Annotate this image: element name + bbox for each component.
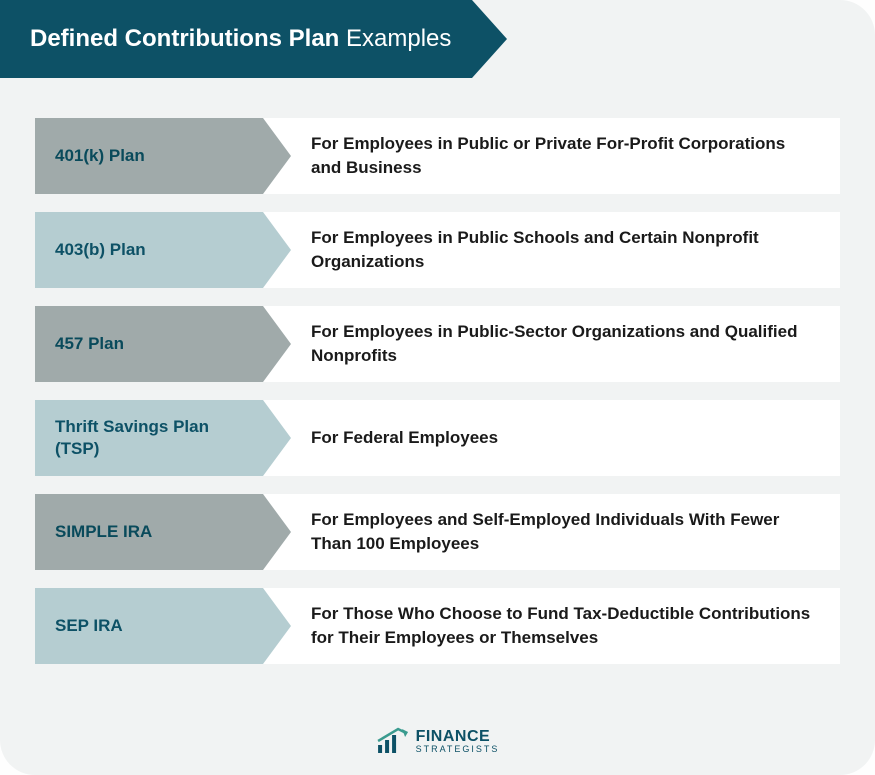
item-row: SEP IRA For Those Who Choose to Fund Tax… xyxy=(35,588,840,664)
infographic-container: Defined Contributions Plan Examples 401(… xyxy=(0,0,875,775)
item-label-457: 457 Plan xyxy=(35,306,263,382)
footer-logo: FINANCE STRATEGISTS xyxy=(376,727,500,755)
item-row: 403(b) Plan For Employees in Public Scho… xyxy=(35,212,840,288)
item-row: 401(k) Plan For Employees in Public or P… xyxy=(35,118,840,194)
item-desc: For Employees in Public or Private For-P… xyxy=(263,118,840,194)
item-row: SIMPLE IRA For Employees and Self-Employ… xyxy=(35,494,840,570)
brand-icon xyxy=(376,727,408,755)
item-label-sep-ira: SEP IRA xyxy=(35,588,263,664)
brand-sub: STRATEGISTS xyxy=(416,745,500,754)
brand-text: FINANCE STRATEGISTS xyxy=(416,729,500,754)
header-title: Defined Contributions Plan Examples xyxy=(30,25,451,53)
item-label-simple-ira: SIMPLE IRA xyxy=(35,494,263,570)
item-desc: For Employees and Self-Employed Individu… xyxy=(263,494,840,570)
header-banner: Defined Contributions Plan Examples xyxy=(0,0,472,78)
item-desc: For Employees in Public-Sector Organizat… xyxy=(263,306,840,382)
title-bold: Defined Contributions Plan xyxy=(30,25,339,52)
item-desc: For Those Who Choose to Fund Tax-Deducti… xyxy=(263,588,840,664)
items-container: 401(k) Plan For Employees in Public or P… xyxy=(0,78,875,702)
title-light: Examples xyxy=(346,25,451,52)
brand-main: FINANCE xyxy=(416,729,500,745)
item-row: Thrift Savings Plan (TSP) For Federal Em… xyxy=(35,400,840,476)
item-desc: For Employees in Public Schools and Cert… xyxy=(263,212,840,288)
item-desc: For Federal Employees xyxy=(263,400,840,476)
item-label-tsp: Thrift Savings Plan (TSP) xyxy=(35,400,263,476)
item-label-403b: 403(b) Plan xyxy=(35,212,263,288)
item-row: 457 Plan For Employees in Public-Sector … xyxy=(35,306,840,382)
item-label-401k: 401(k) Plan xyxy=(35,118,263,194)
